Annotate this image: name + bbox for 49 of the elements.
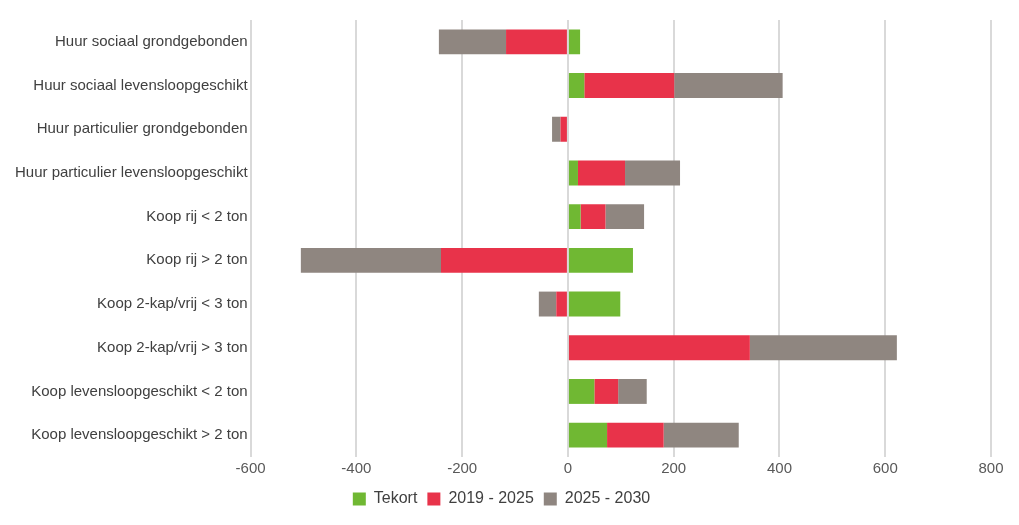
x-tick-label: -600 — [235, 459, 266, 477]
x-tick-label: 800 — [978, 459, 1004, 477]
legend-label: 2019 - 2025 — [448, 489, 534, 507]
x-tick-label: 0 — [563, 459, 573, 477]
bar — [538, 291, 557, 317]
y-tick-label: Koop levensloopgeschikt > 2 ton — [31, 425, 248, 443]
y-tick-label: Koop rij < 2 ton — [146, 206, 248, 224]
bar — [568, 335, 750, 361]
bar — [749, 335, 897, 361]
bar — [674, 73, 783, 98]
y-tick-label: Koop 2-kap/vrij > 3 ton — [97, 337, 248, 355]
bar — [441, 247, 567, 273]
bar — [560, 116, 567, 142]
y-tick-label: Huur sociaal grondgebonden — [54, 31, 248, 49]
x-tick-label: 400 — [766, 459, 792, 477]
y-tick-label: Koop 2-kap/vrij < 3 ton — [97, 294, 248, 312]
bar — [568, 422, 608, 448]
y-tick-label: Koop rij > 2 ton — [146, 250, 248, 268]
bar — [552, 116, 561, 142]
bar — [300, 247, 441, 273]
bar — [568, 73, 585, 98]
bar — [568, 291, 621, 317]
y-tick-label: Huur particulier levensloopgeschikt — [14, 163, 249, 181]
y-tick-label: Koop levensloopgeschikt < 2 ton — [31, 381, 248, 399]
x-tick-label: -200 — [447, 459, 478, 477]
bar — [568, 29, 581, 55]
bar — [438, 29, 507, 55]
bar — [594, 379, 619, 404]
bar — [556, 291, 567, 317]
bar — [568, 247, 633, 273]
bar — [506, 29, 567, 55]
y-tick-label: Huur sociaal levensloopgeschikt — [33, 75, 249, 93]
bar — [625, 160, 681, 186]
bar — [607, 422, 664, 448]
x-tick-label: -400 — [341, 459, 372, 477]
bar — [568, 379, 595, 404]
bar — [663, 422, 739, 448]
bar — [568, 160, 578, 186]
x-tick-label: 200 — [661, 459, 687, 477]
bar — [577, 160, 626, 186]
bar — [580, 204, 606, 230]
bar — [618, 379, 647, 404]
legend-label: 2025 - 2030 — [564, 489, 651, 507]
bar — [605, 204, 645, 230]
bar — [584, 73, 675, 98]
y-tick-label: Huur particulier grondgebonden — [36, 119, 248, 137]
x-tick-label: 600 — [872, 459, 898, 477]
legend-label: Tekort — [373, 489, 418, 507]
bar — [568, 204, 581, 230]
